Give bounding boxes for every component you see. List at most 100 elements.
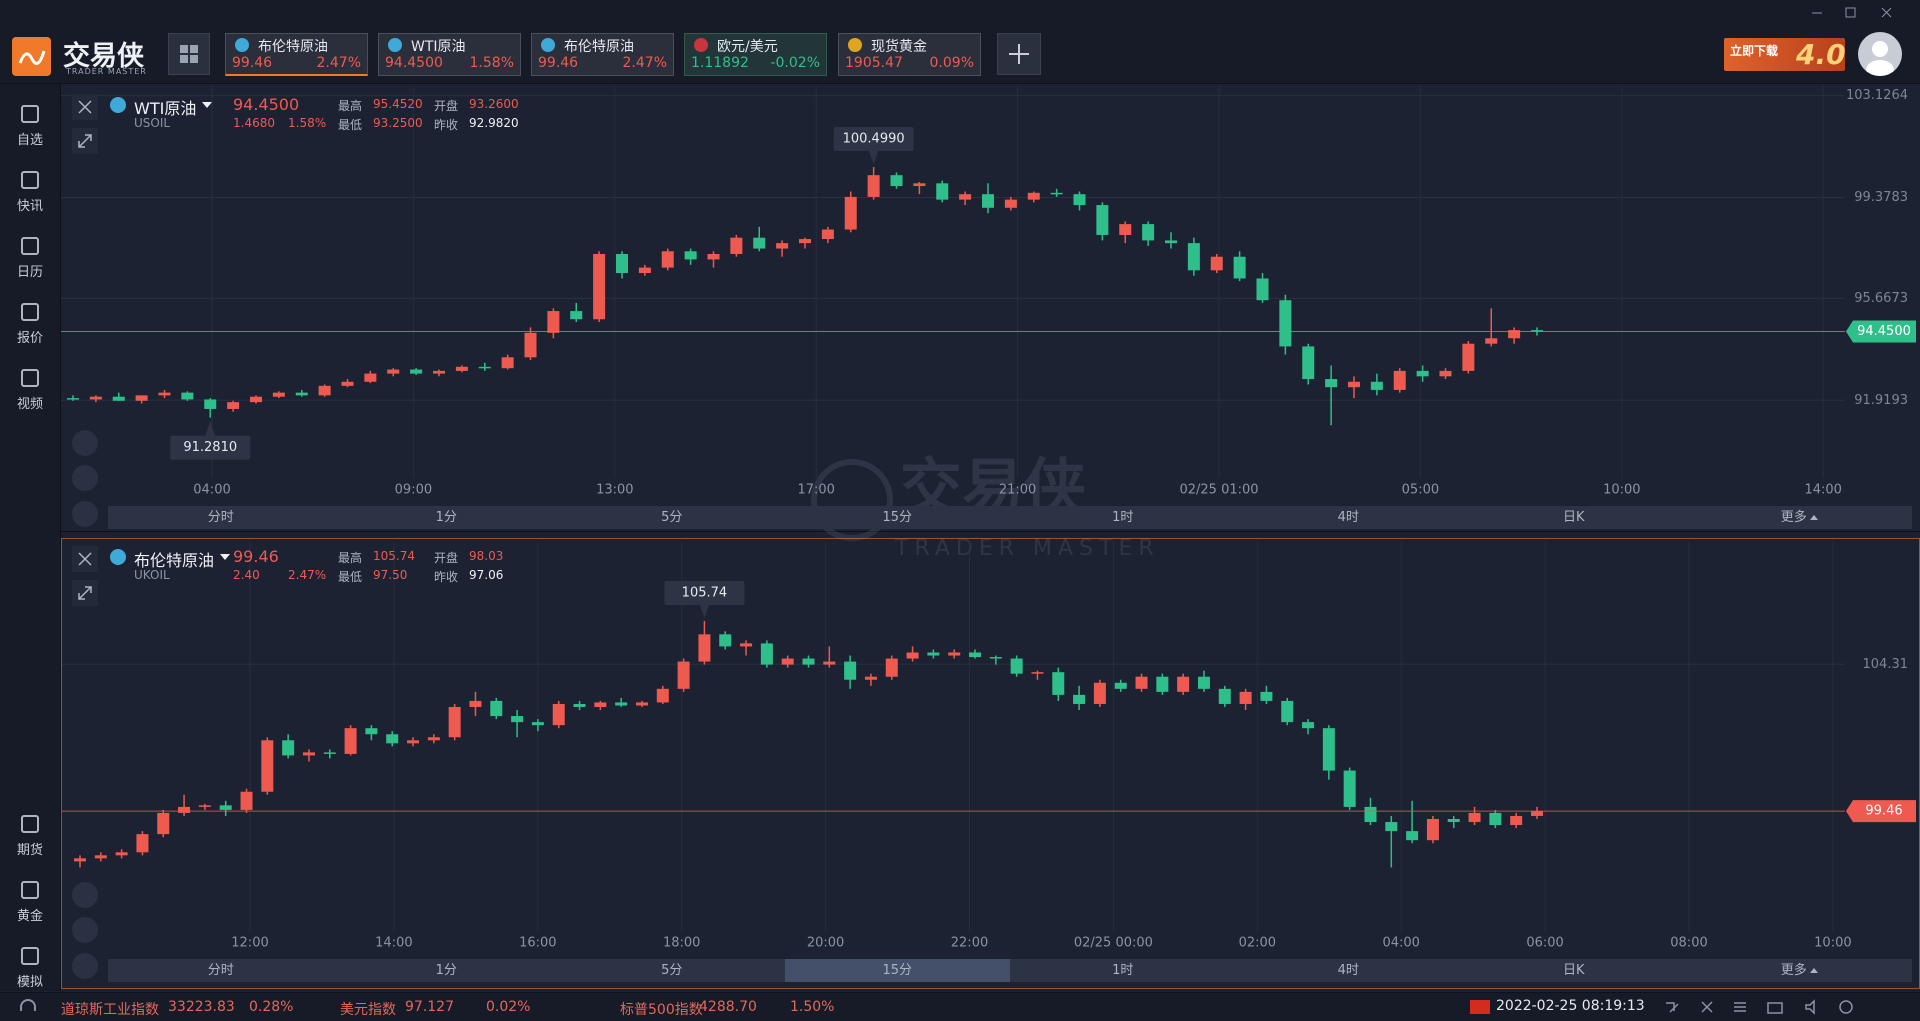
sidebar-item[interactable]: 模拟 — [0, 941, 60, 997]
timeframe-button[interactable]: 1时 — [1010, 506, 1236, 529]
sidebar-icon — [21, 105, 39, 123]
expand-button-icon — [78, 134, 92, 148]
expand-button[interactable] — [72, 128, 98, 154]
headset-icon[interactable] — [18, 998, 38, 1016]
sidebar-item[interactable]: 日历 — [0, 231, 60, 287]
symbol-icon — [110, 97, 126, 113]
datetime: 2022-02-25 08:19:13 — [1496, 998, 1645, 1014]
sidebar-item[interactable]: 视频 — [0, 363, 60, 419]
tool-button[interactable] — [72, 430, 98, 456]
tab-change: 1.58% — [469, 55, 514, 71]
symbol-name[interactable]: WTI原油 — [134, 99, 197, 118]
download-banner[interactable]: 立即下载 4.0 — [1724, 38, 1846, 71]
sidebar-label: 快讯 — [16, 199, 43, 214]
timeframe-button[interactable]: 15分 — [785, 506, 1011, 529]
sidebar-item[interactable]: 黄金 — [0, 875, 60, 931]
timeframe-label: 日K — [1562, 963, 1585, 978]
timeframe-label: 更多 — [1780, 510, 1807, 525]
timeframe-button[interactable]: 日K — [1461, 506, 1687, 529]
timeframe-bar: 分时 1分 5分 15分 1时 4时 日K 更多 — [108, 506, 1912, 529]
window-controls[interactable] — [1800, 4, 1910, 22]
stat-value: 97.06 — [469, 568, 504, 582]
grid-icon — [180, 45, 198, 63]
tool-button[interactable] — [72, 882, 98, 908]
tab-price: 99.46 — [232, 55, 273, 71]
stat-label: 开盘 — [434, 99, 459, 113]
close-button[interactable] — [72, 94, 98, 120]
more-caret — [1809, 515, 1818, 520]
tool-button[interactable] — [72, 917, 98, 943]
tool-button[interactable] — [72, 953, 98, 979]
tool-button[interactable] — [72, 501, 98, 527]
download-badge: 4.0 — [1796, 38, 1846, 71]
tab-name: 欧元/美元 — [717, 39, 778, 55]
symbol-change: 2.40 — [233, 568, 260, 582]
tab[interactable]: 现货黄金 1905.47 0.09% — [838, 33, 981, 76]
ticker-name[interactable]: 美元指数 — [340, 1002, 396, 1018]
ticker-change: 0.02% — [486, 999, 531, 1015]
close-button[interactable] — [72, 546, 98, 572]
logo-icon — [12, 37, 51, 76]
tab[interactable]: WTI原油 94.4500 1.58% — [378, 33, 521, 76]
status-icons[interactable] — [1660, 998, 1910, 1016]
tab[interactable]: 布伦特原油 99.46 2.47% — [225, 33, 368, 76]
ticker-name[interactable]: 标普500指数 — [620, 1002, 703, 1018]
plus-icon — [1009, 44, 1029, 64]
tab[interactable]: 欧元/美元 1.11892 -0.02% — [684, 33, 827, 76]
sidebar-label: 日历 — [16, 265, 43, 280]
stat-value: 95.4520 — [373, 97, 423, 111]
timeframe-label: 5分 — [661, 510, 683, 525]
sidebar-icon — [21, 881, 39, 899]
tool-button[interactable] — [72, 465, 98, 491]
flag-icon — [1470, 1000, 1490, 1014]
logo-text: 交易侠 — [63, 41, 144, 72]
stat-label: 昨收 — [434, 570, 459, 584]
timeframe-label: 4时 — [1337, 963, 1359, 978]
timeframe-button[interactable]: 更多 — [1687, 959, 1913, 982]
timeframe-button[interactable]: 5分 — [559, 959, 785, 982]
layout-button[interactable] — [168, 33, 210, 75]
logo-subtitle: TRADER MASTER — [66, 67, 147, 76]
timeframe-button[interactable]: 分时 — [108, 959, 334, 982]
timeframe-button[interactable]: 4时 — [1236, 959, 1462, 982]
timeframe-button[interactable]: 1分 — [334, 506, 560, 529]
timeframe-bar: 分时 1分 5分 15分 1时 4时 日K 更多 — [108, 959, 1912, 982]
sidebar-icon — [21, 237, 39, 255]
tab-price: 94.4500 — [385, 55, 443, 71]
timeframe-button[interactable]: 更多 — [1687, 506, 1913, 529]
stat-label: 最低 — [338, 570, 363, 584]
sidebar-icon — [21, 303, 39, 321]
symbol-name[interactable]: 布伦特原油 — [134, 551, 215, 570]
sidebar-item[interactable]: 快讯 — [0, 165, 60, 221]
ticker-value: 33223.83 — [168, 999, 235, 1015]
symbol-change: 1.4680 — [233, 116, 275, 130]
symbol-caret — [220, 554, 230, 560]
sidebar-label: 自选 — [16, 133, 43, 148]
ticker-value: 4288.70 — [699, 999, 757, 1015]
avatar[interactable] — [1858, 32, 1902, 76]
expand-button[interactable] — [72, 580, 98, 606]
timeframe-label: 更多 — [1780, 963, 1807, 978]
logo-glyph — [18, 50, 46, 65]
tab[interactable]: 布伦特原油 99.46 2.47% — [531, 33, 674, 76]
timeframe-button[interactable]: 分时 — [108, 506, 334, 529]
ticker-name[interactable]: 道琼斯工业指数 — [61, 1002, 159, 1018]
tab-name: 现货黄金 — [871, 39, 927, 55]
sidebar-item[interactable]: 自选 — [0, 99, 60, 155]
timeframe-button[interactable]: 4时 — [1236, 506, 1462, 529]
sidebar-item[interactable]: 报价 — [0, 297, 60, 353]
tab-change: 2.47% — [316, 55, 361, 71]
timeframe-label: 15分 — [882, 963, 913, 978]
more-caret — [1809, 968, 1818, 973]
add-tab-button[interactable] — [997, 33, 1041, 75]
sidebar-item[interactable]: 期货 — [0, 809, 60, 865]
timeframe-button[interactable]: 15分 — [784, 959, 1010, 982]
close-button-icon — [78, 100, 92, 114]
sidebar-label: 黄金 — [16, 909, 43, 924]
timeframe-button[interactable]: 1时 — [1010, 959, 1236, 982]
timeframe-button[interactable]: 1分 — [334, 959, 560, 982]
timeframe-button[interactable]: 日K — [1461, 959, 1687, 982]
timeframe-button[interactable]: 5分 — [559, 506, 785, 529]
stat-value: 97.50 — [373, 568, 408, 582]
